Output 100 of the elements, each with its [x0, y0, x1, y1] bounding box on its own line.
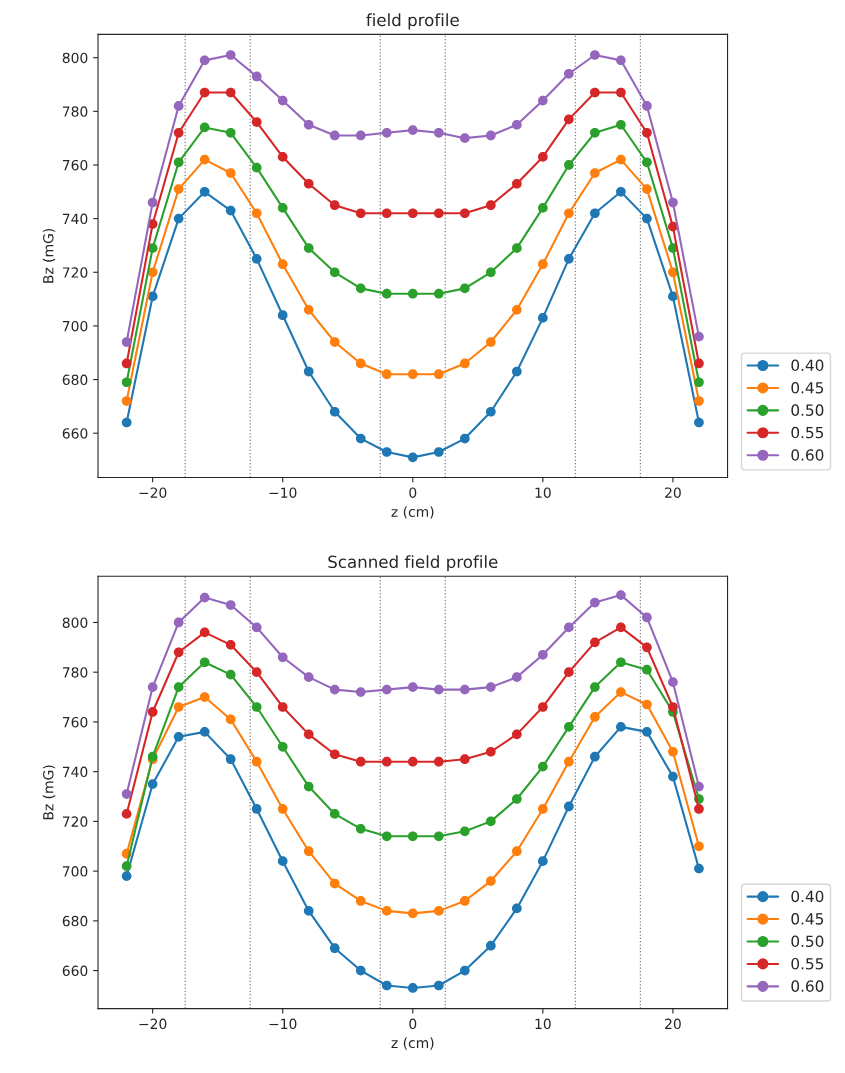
point	[121, 871, 132, 881]
point	[381, 980, 392, 991]
y-tick-label: 720	[62, 267, 88, 278]
point	[668, 702, 678, 712]
point	[642, 127, 652, 138]
point	[407, 288, 418, 299]
y-tick-label: 760	[62, 159, 88, 171]
point	[459, 965, 470, 976]
point	[590, 87, 600, 98]
point	[590, 127, 600, 138]
point	[564, 160, 574, 170]
point	[251, 162, 262, 173]
legend-label: 0.50	[791, 935, 824, 948]
point	[564, 756, 574, 767]
point	[251, 254, 262, 264]
point	[355, 823, 366, 834]
point	[329, 337, 340, 347]
point	[225, 639, 236, 650]
point	[511, 672, 522, 683]
point	[303, 906, 314, 916]
legend-label: 0.55	[791, 957, 824, 970]
point	[121, 396, 132, 406]
point	[564, 68, 574, 79]
point	[329, 809, 340, 819]
point	[616, 657, 626, 668]
y-tick-label: 660	[62, 428, 88, 439]
y-tick-label: 700	[62, 320, 88, 332]
point	[642, 664, 652, 675]
point	[485, 130, 496, 141]
x-axis-title: z (cm)	[391, 506, 434, 519]
point	[537, 761, 548, 772]
point	[537, 313, 548, 323]
point	[355, 130, 366, 141]
point	[485, 406, 496, 417]
x-tick-label: 10	[535, 1018, 551, 1030]
point	[381, 906, 392, 916]
point	[459, 826, 470, 837]
point	[407, 452, 418, 463]
point	[459, 283, 470, 294]
point	[173, 702, 184, 712]
point	[329, 943, 340, 954]
point	[121, 809, 132, 819]
y-tick-label: 680	[62, 915, 88, 927]
y-tick-label: 780	[62, 667, 88, 678]
x-tick-label: 20	[665, 487, 681, 498]
y-tick-label: 700	[62, 866, 88, 877]
point	[537, 702, 548, 712]
point	[147, 682, 158, 692]
point	[459, 208, 470, 219]
point	[407, 983, 418, 993]
point	[329, 878, 340, 889]
point	[199, 627, 210, 638]
point	[511, 729, 522, 740]
point	[485, 267, 496, 278]
point	[381, 288, 392, 299]
x-tick-label: 20	[665, 1018, 681, 1030]
point	[225, 168, 236, 178]
chart-title: Scanned field profile	[328, 555, 498, 572]
point	[303, 178, 314, 189]
point	[433, 127, 444, 138]
point	[537, 152, 548, 162]
point	[590, 168, 600, 178]
point	[355, 283, 366, 294]
point	[616, 87, 626, 98]
point	[173, 647, 184, 658]
point	[511, 178, 522, 189]
point	[329, 749, 340, 760]
point	[668, 746, 678, 757]
point	[381, 756, 392, 767]
point	[173, 157, 184, 168]
point	[537, 95, 548, 106]
point	[277, 856, 288, 867]
point	[433, 447, 444, 457]
point	[381, 684, 392, 695]
point	[225, 127, 236, 138]
point	[459, 358, 470, 369]
point	[590, 751, 600, 762]
point	[199, 186, 210, 197]
point	[381, 369, 392, 380]
point	[407, 682, 418, 692]
point	[642, 213, 652, 224]
y-tick-label: 720	[62, 816, 88, 827]
point	[199, 592, 210, 603]
point	[668, 677, 678, 687]
point	[355, 358, 366, 369]
point	[147, 707, 158, 717]
point	[303, 119, 314, 130]
point	[642, 157, 652, 168]
point	[173, 184, 184, 194]
point	[199, 727, 210, 737]
x-tick-label: 0	[409, 487, 417, 498]
point	[277, 652, 288, 663]
point	[511, 304, 522, 315]
point	[121, 861, 132, 871]
point	[381, 208, 392, 219]
point	[564, 801, 574, 812]
point	[251, 756, 262, 767]
y-axis-title: Bz (mG)	[42, 765, 56, 820]
legend-label: 0.40	[791, 359, 824, 372]
point	[329, 406, 340, 417]
